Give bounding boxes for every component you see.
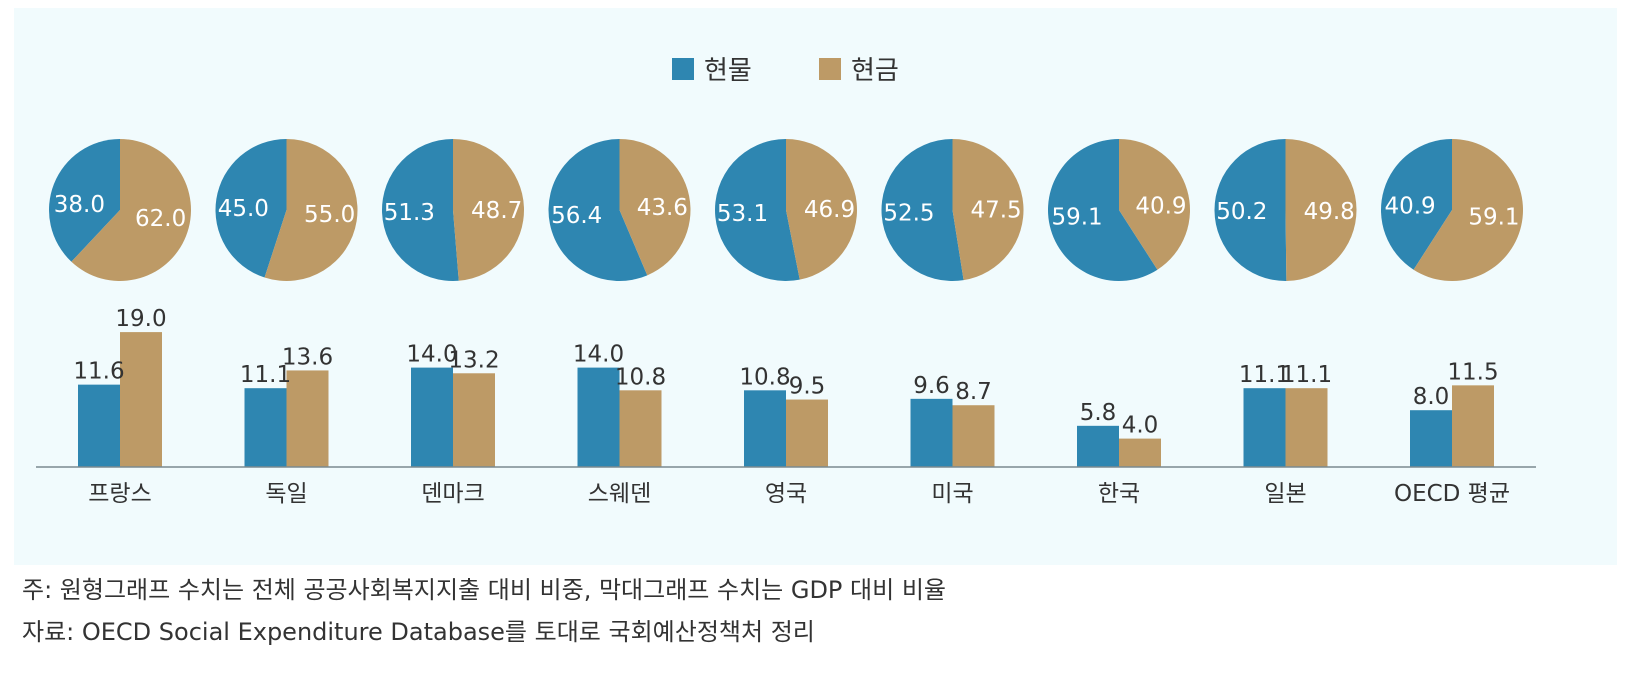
pie-label-in-kind: 56.4: [551, 203, 602, 229]
bar-in-kind: [1077, 425, 1119, 467]
pie-slice-cash: [786, 139, 858, 280]
category-label: 미국: [931, 481, 973, 507]
category-label: 영국: [765, 481, 807, 507]
bar-label-in-kind: 11.1: [1239, 362, 1290, 388]
bar-label-cash: 10.8: [615, 364, 666, 390]
pie-label-in-kind: 50.2: [1216, 199, 1267, 225]
bar-label-cash: 8.7: [955, 379, 992, 405]
pie-slice-in-kind: [715, 139, 800, 281]
source-note: 자료: OECD Social Expenditure Database를 토대…: [22, 618, 815, 646]
bar-cash: [786, 399, 828, 467]
bar-label-cash: 11.1: [1281, 362, 1332, 388]
legend-label-in-kind: 현물: [704, 56, 752, 86]
pie-label-cash: 55.0: [304, 202, 355, 228]
pie-slice-in-kind: [881, 139, 964, 281]
pie-slice-cash: [71, 139, 191, 282]
bar-label-cash: 11.5: [1447, 359, 1498, 385]
legend-item-cash: 현금: [819, 50, 899, 87]
bar-cash: [619, 390, 662, 467]
bar-in-kind: [244, 388, 287, 467]
bar-label-cash: 13.2: [448, 347, 499, 373]
category-label: 일본: [1264, 481, 1306, 507]
bar-label-in-kind: 14.0: [406, 342, 457, 368]
bar-label-cash: 4.0: [1122, 413, 1159, 439]
bar-label-in-kind: 5.8: [1080, 400, 1117, 426]
pie-slice-cash: [952, 139, 1024, 281]
pie-label-in-kind: 53.1: [717, 201, 768, 227]
pie-label-in-kind: 52.5: [883, 200, 934, 226]
chart-panel: 현물 현금 38.0 62.0 11.6 19.0 프랑스 45.0 55.0 11.1 13.…: [14, 8, 1617, 565]
pie-slice-in-kind: [1047, 139, 1158, 281]
pie-slice-in-kind: [48, 139, 120, 262]
pie-label-cash: 49.8: [1304, 199, 1355, 225]
pie-slice-cash: [1119, 139, 1190, 270]
pie-slice-cash: [264, 139, 358, 281]
pie-label-cash: 46.9: [804, 197, 855, 223]
pie-slice-in-kind: [1214, 139, 1287, 281]
pie-label-in-kind: 40.9: [1384, 194, 1435, 220]
legend-swatch-cash: [819, 57, 841, 80]
bar-label-in-kind: 11.6: [73, 359, 124, 385]
bar-in-kind: [78, 384, 120, 467]
bar-label-cash: 19.0: [115, 306, 166, 332]
category-label: 스웨덴: [588, 481, 651, 507]
bar-in-kind: [910, 398, 953, 467]
pie-label-cash: 48.7: [471, 198, 522, 224]
legend-item-in-kind: 현물: [672, 50, 752, 87]
category-label: OECD 평균: [1394, 481, 1510, 507]
pie-label-cash: 40.9: [1135, 194, 1186, 220]
bar-in-kind: [1410, 410, 1452, 467]
pie-label-cash: 62.0: [135, 206, 186, 232]
category-label: 덴마크: [421, 481, 484, 507]
bar-in-kind: [577, 367, 620, 467]
bar-label-cash: 13.6: [282, 344, 333, 370]
category-label: 프랑스: [88, 481, 151, 507]
pie-label-in-kind: 38.0: [54, 192, 105, 218]
pie-label-cash: 59.1: [1468, 204, 1519, 230]
legend-swatch-in-kind: [672, 57, 694, 80]
bar-label-cash: 9.5: [789, 374, 826, 400]
pie-label-cash: 47.5: [970, 198, 1021, 224]
pie-slice-in-kind: [548, 139, 648, 281]
bar-cash: [1452, 385, 1494, 467]
category-label: 독일: [265, 481, 307, 507]
pie-slice-in-kind: [382, 139, 459, 281]
pie-label-in-kind: 51.3: [384, 200, 435, 226]
bar-cash: [286, 370, 329, 467]
category-label: 한국: [1098, 481, 1140, 507]
bar-cash: [1119, 438, 1161, 467]
pie-label-cash: 43.6: [637, 195, 688, 221]
pie-slice-cash: [1413, 139, 1523, 281]
bar-label-in-kind: 8.0: [1413, 384, 1450, 410]
bar-in-kind: [1243, 388, 1286, 467]
bar-cash: [120, 332, 162, 467]
pie-label-in-kind: 45.0: [218, 196, 269, 222]
pie-slice-cash: [1285, 139, 1357, 281]
legend-label-cash: 현금: [851, 56, 899, 86]
bar-label-in-kind: 11.1: [240, 362, 291, 388]
bar-cash: [1285, 388, 1328, 467]
bar-cash: [453, 373, 495, 467]
pie-label-in-kind: 59.1: [1051, 204, 1102, 230]
bar-label-in-kind: 14.0: [573, 342, 624, 368]
bar-cash: [952, 405, 995, 467]
pie-slice-cash: [619, 139, 691, 276]
pie-slice-in-kind: [215, 139, 287, 278]
footnote: 주: 원형그래프 수치는 전체 공공사회복지지출 대비 비중, 막대그래프 수치…: [22, 576, 946, 604]
bar-label-in-kind: 10.8: [739, 364, 790, 390]
bar-in-kind: [744, 390, 786, 467]
bar-in-kind: [411, 367, 453, 467]
pie-slice-cash: [453, 139, 524, 281]
bar-label-in-kind: 9.6: [913, 373, 950, 399]
pie-slice-in-kind: [1381, 139, 1452, 270]
